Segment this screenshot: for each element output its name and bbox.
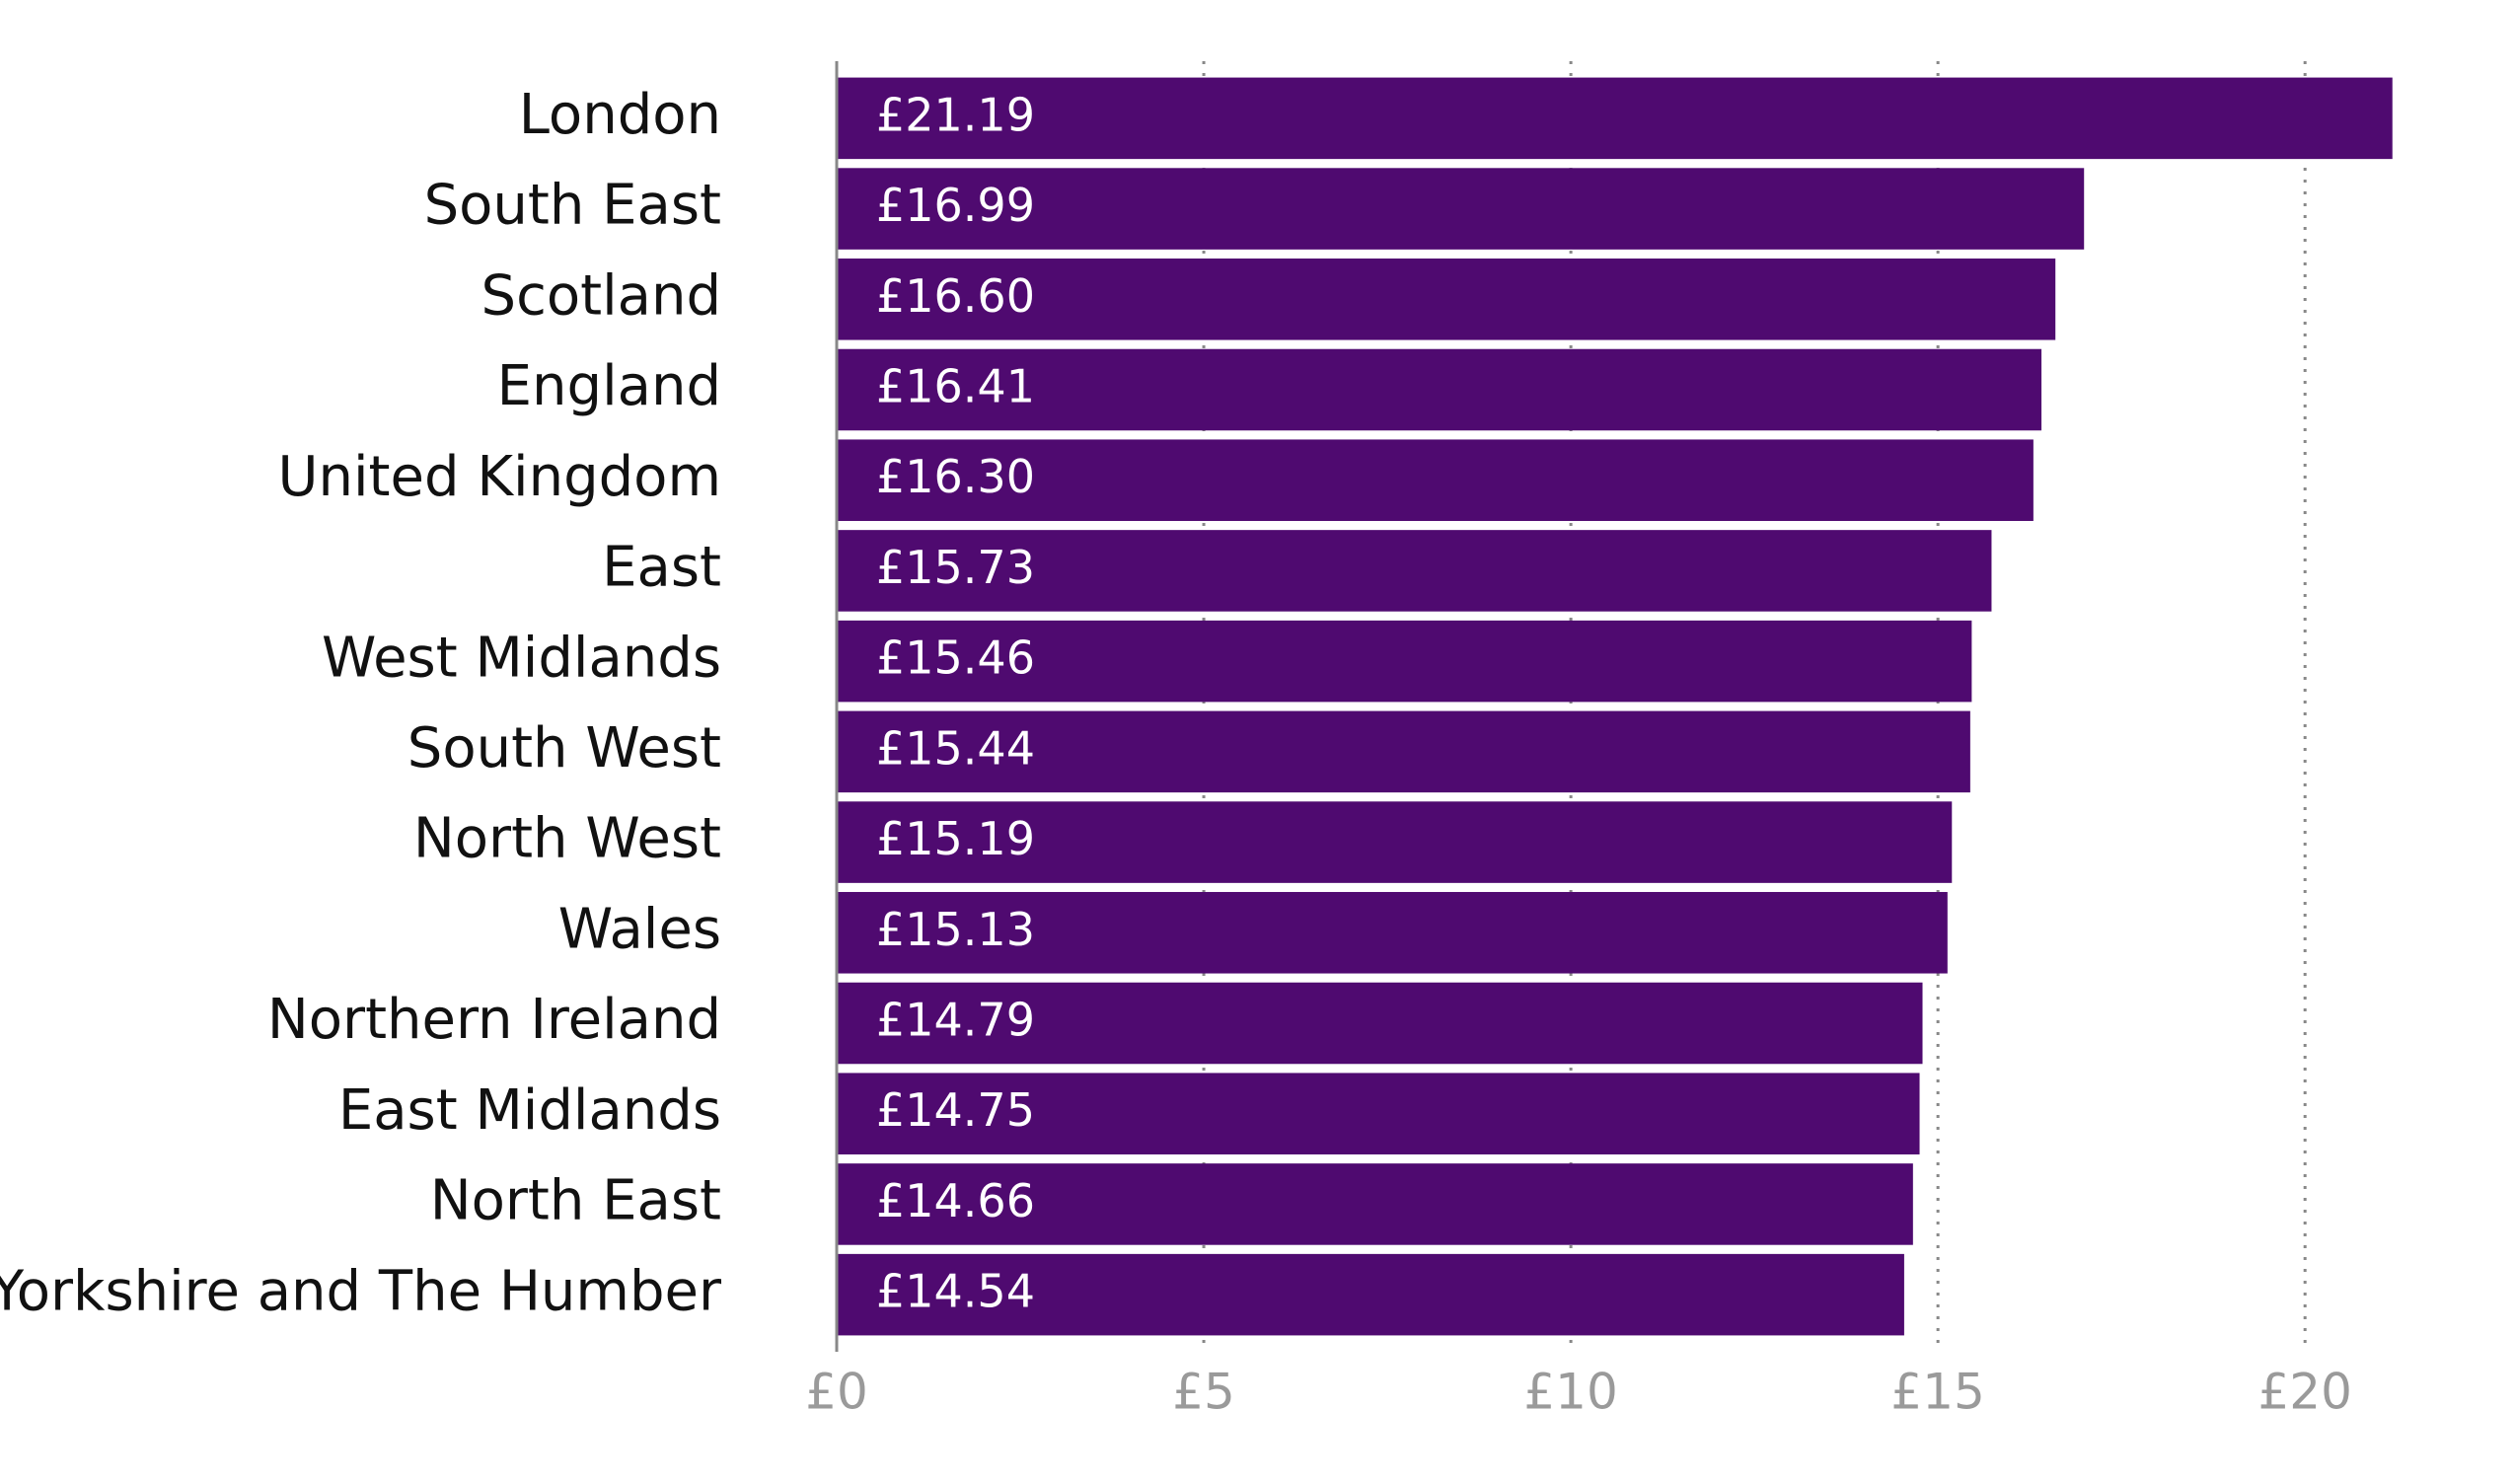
bar bbox=[837, 1073, 1920, 1154]
value-label: £14.75 bbox=[876, 1083, 1035, 1137]
value-label: £15.44 bbox=[876, 721, 1035, 775]
category-label: East Midlands bbox=[338, 1078, 721, 1143]
bar bbox=[837, 168, 2085, 250]
category-label: North West bbox=[413, 807, 721, 871]
x-tick-label: £20 bbox=[2257, 1364, 2351, 1421]
value-label: £14.54 bbox=[876, 1265, 1035, 1318]
bar bbox=[837, 620, 1972, 703]
category-label: London bbox=[519, 83, 721, 147]
category-label: East bbox=[602, 536, 721, 600]
value-label: £15.73 bbox=[876, 541, 1035, 594]
value-label: £14.79 bbox=[876, 994, 1035, 1047]
bar bbox=[837, 439, 2034, 521]
value-label: £16.99 bbox=[876, 179, 1035, 232]
value-label: £16.60 bbox=[876, 269, 1035, 323]
value-label: £16.41 bbox=[876, 360, 1035, 413]
x-tick-label: £0 bbox=[805, 1364, 868, 1421]
bar bbox=[837, 530, 1992, 612]
x-tick-label: £15 bbox=[1890, 1364, 1984, 1421]
value-label: £15.46 bbox=[876, 631, 1035, 685]
bar bbox=[837, 348, 2042, 431]
bar bbox=[837, 982, 1923, 1065]
value-label: £21.19 bbox=[876, 88, 1035, 141]
category-label: South West bbox=[407, 716, 721, 780]
value-label: £14.66 bbox=[876, 1174, 1035, 1227]
bar bbox=[837, 801, 1953, 883]
category-label: Yorkshire and The Humber bbox=[0, 1259, 722, 1323]
category-label: England bbox=[497, 354, 721, 418]
category-label: North East bbox=[430, 1169, 721, 1233]
value-label: £15.13 bbox=[876, 903, 1035, 956]
bar bbox=[837, 1163, 1913, 1245]
category-label: South East bbox=[424, 174, 721, 238]
category-label: West Midlands bbox=[322, 626, 721, 690]
value-label: £15.19 bbox=[876, 812, 1035, 865]
bar bbox=[837, 892, 1948, 974]
bar bbox=[837, 1253, 1904, 1336]
value-label: £16.30 bbox=[876, 450, 1035, 503]
category-label: United Kingdom bbox=[278, 445, 721, 509]
category-label: Northern Ireland bbox=[267, 988, 721, 1052]
x-tick-label: £10 bbox=[1523, 1364, 1617, 1421]
x-tick-label: £5 bbox=[1172, 1364, 1235, 1421]
category-label: Scotland bbox=[481, 263, 721, 328]
category-label: Wales bbox=[558, 897, 721, 961]
bar bbox=[837, 710, 1970, 793]
bar bbox=[837, 77, 2393, 160]
bar bbox=[837, 259, 2056, 340]
